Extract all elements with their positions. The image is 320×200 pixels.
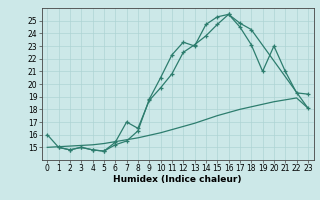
X-axis label: Humidex (Indice chaleur): Humidex (Indice chaleur) [113, 175, 242, 184]
